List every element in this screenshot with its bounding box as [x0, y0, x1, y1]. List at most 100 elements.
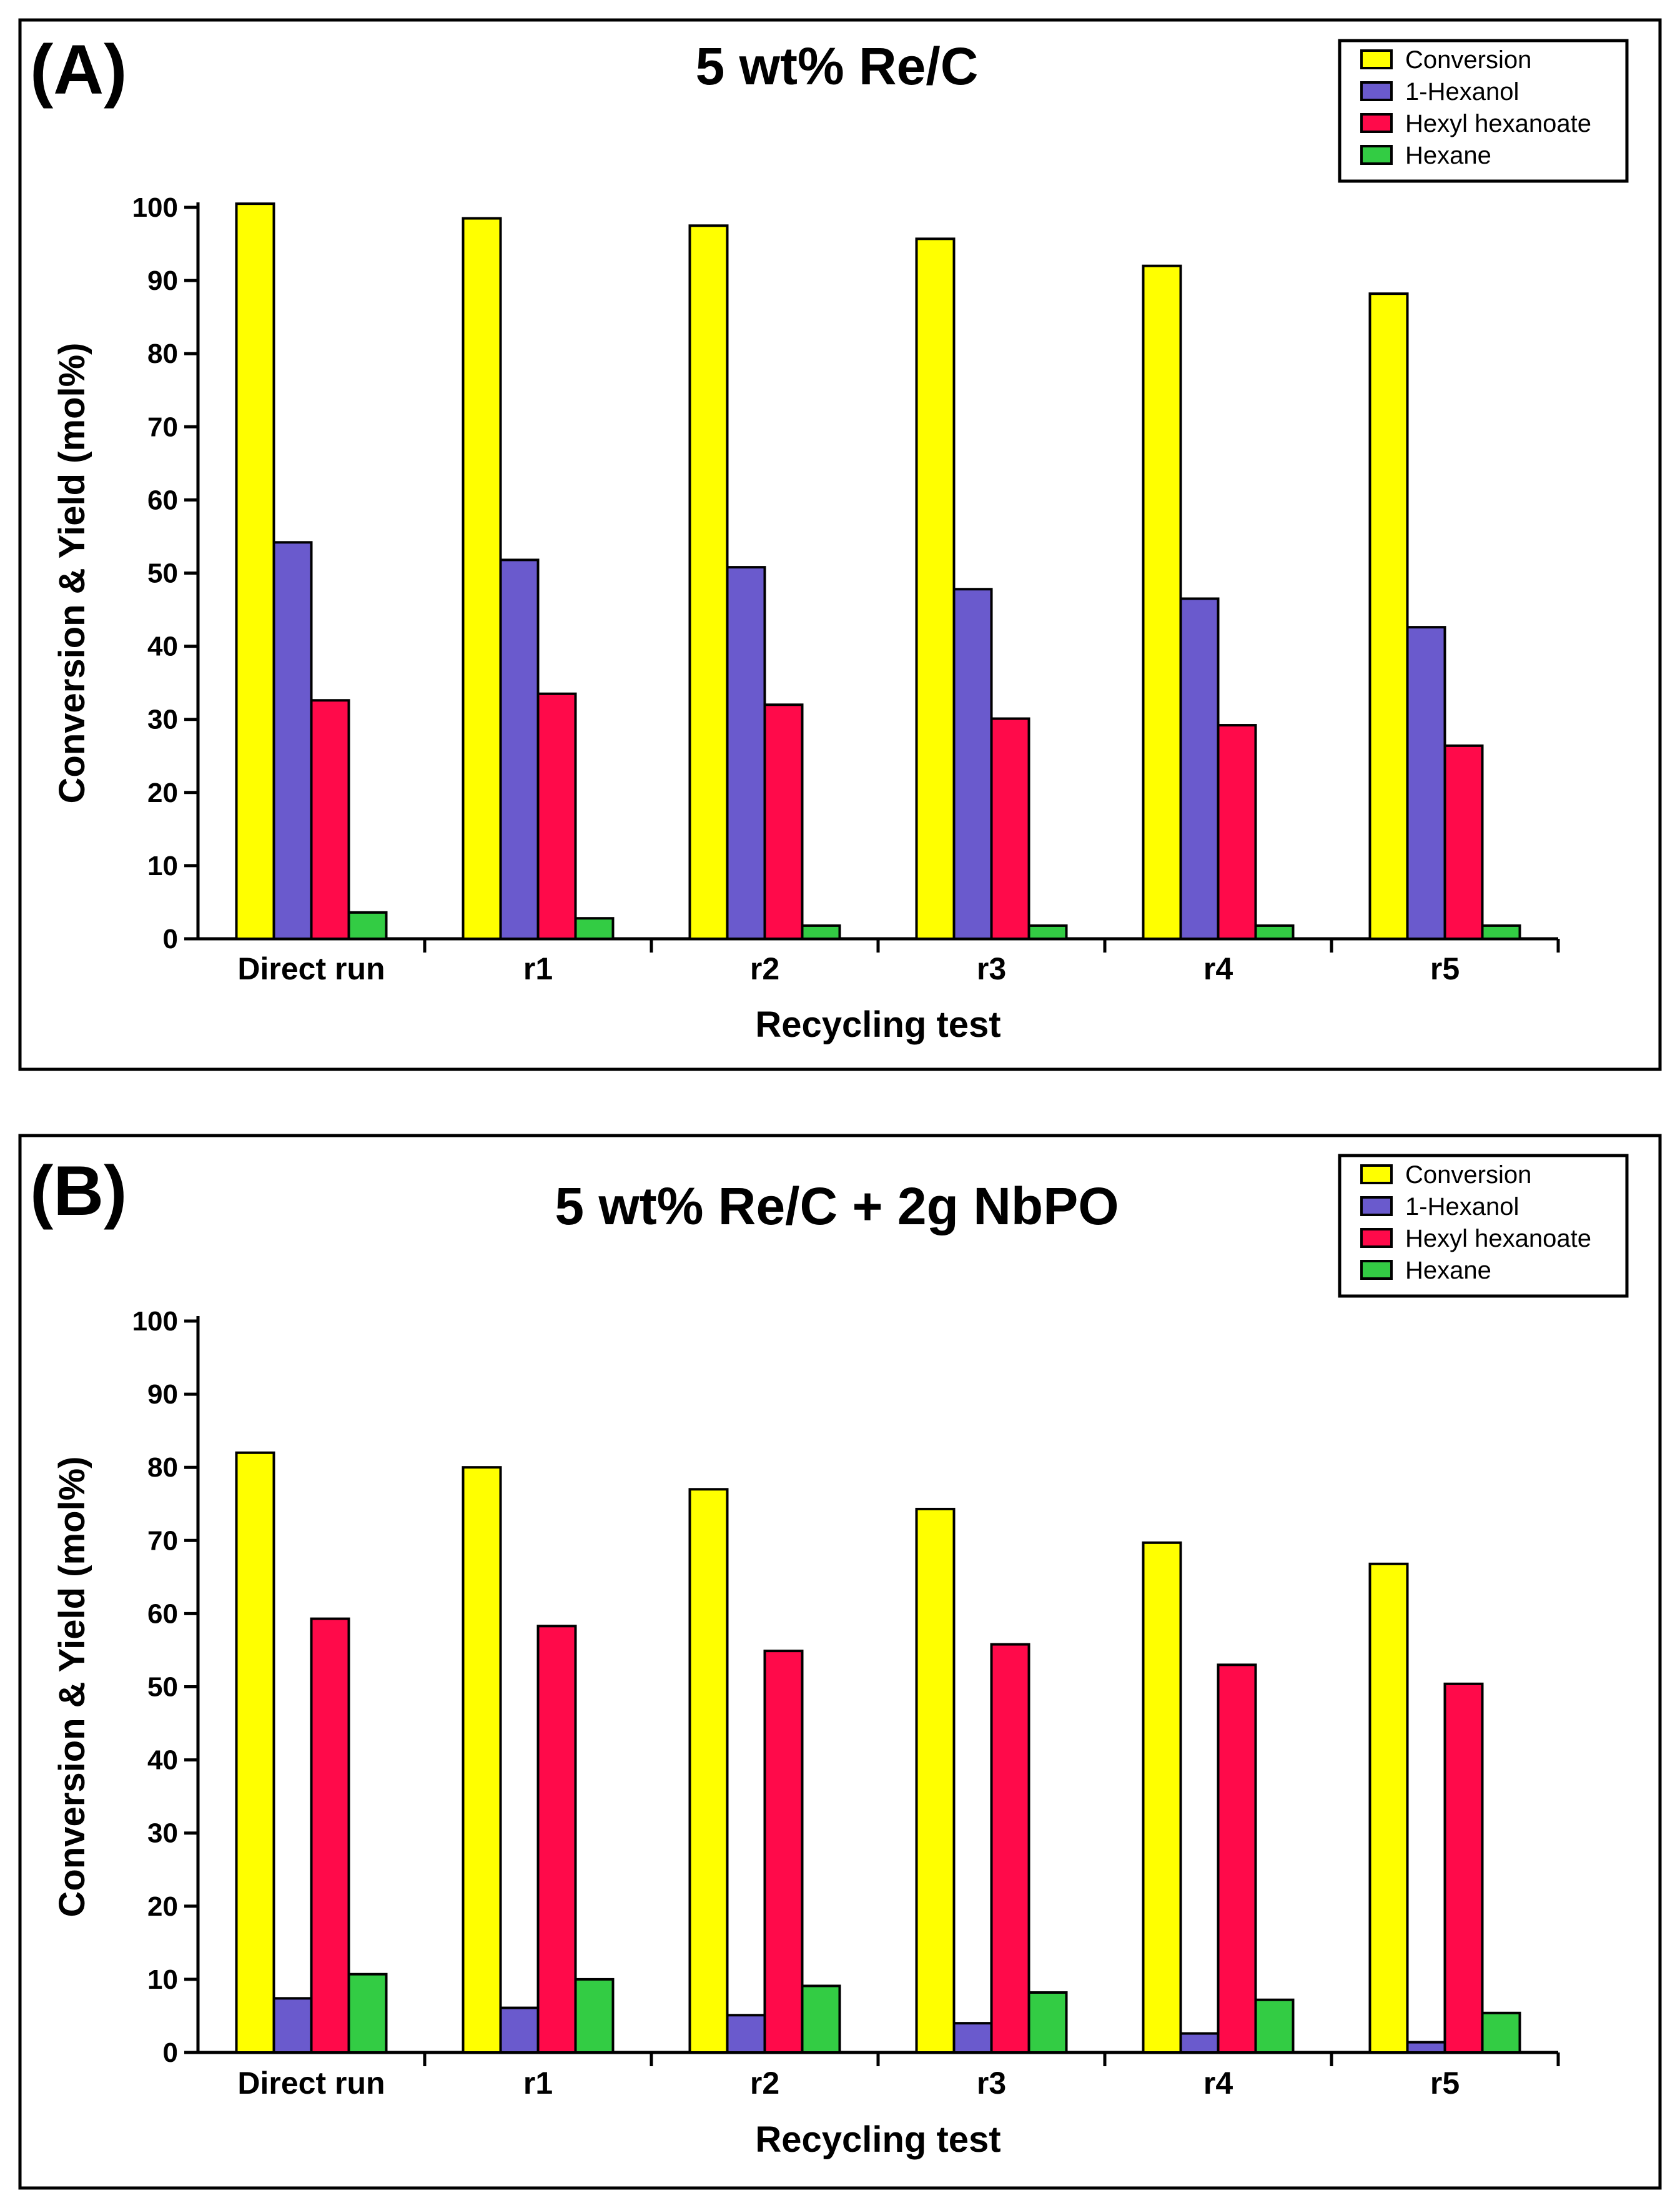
- bar-conversion: [1142, 1541, 1182, 2054]
- bar-1-hexanol: [952, 2022, 993, 2054]
- chart-title: 5 wt% Re/C + 2g NbPO: [555, 1177, 1119, 1235]
- bar-conversion: [462, 1466, 502, 2054]
- bar-1-hexanol: [952, 588, 993, 940]
- y-tick-label: 80: [147, 1452, 178, 1483]
- legend-swatch: [1360, 81, 1393, 101]
- bar-1-hexanol: [726, 2014, 766, 2054]
- legend-swatch: [1360, 145, 1393, 165]
- x-tick-label: r4: [1203, 2066, 1233, 2101]
- y-tick-label: 100: [132, 1306, 178, 1337]
- legend-entry: Hexane: [1405, 1257, 1491, 1284]
- bar-hexyl-hexanoate: [1443, 1682, 1484, 2054]
- bar-1-hexanol: [499, 558, 540, 940]
- bar-hexyl-hexanoate: [763, 703, 804, 941]
- x-axis-label: Recycling test: [755, 2119, 1001, 2160]
- x-tick-label: r4: [1203, 951, 1233, 986]
- bar-conversion: [1368, 1562, 1409, 2054]
- bar-conversion: [915, 1507, 956, 2054]
- bar-1-hexanol: [1406, 626, 1446, 940]
- bar-hexane: [1254, 924, 1295, 940]
- y-tick-label: 40: [147, 1745, 178, 1776]
- x-tick-label: Direct run: [237, 2066, 385, 2101]
- y-tick-label: 10: [147, 1964, 178, 1995]
- bar-conversion: [688, 224, 729, 940]
- bar-conversion: [688, 1488, 729, 2054]
- x-tick-label: r5: [1430, 2066, 1460, 2101]
- bar-conversion: [235, 202, 275, 940]
- y-tick-label: 90: [147, 1379, 178, 1410]
- y-tick-label: 60: [147, 1598, 178, 1629]
- y-tick-label: 60: [147, 485, 178, 515]
- legend-entry: Hexyl hexanoate: [1405, 110, 1591, 137]
- y-tick-label: 100: [132, 192, 178, 223]
- bar-conversion: [1142, 264, 1182, 940]
- bar-1-hexanol: [1179, 597, 1220, 940]
- bar-conversion: [235, 1451, 275, 2054]
- y-tick-label: 80: [147, 339, 178, 369]
- y-axis-label: Conversion & Yield (mol%): [52, 343, 92, 804]
- y-tick-label: 50: [147, 1672, 178, 1703]
- chart-title: 5 wt% Re/C: [696, 37, 979, 96]
- bar-hexane: [347, 911, 388, 940]
- bar-conversion: [915, 237, 956, 940]
- legend-swatch: [1360, 1260, 1393, 1280]
- legend: Conversion 1-Hexanol Hexyl hexanoate Hexane: [1338, 39, 1629, 183]
- bar-hexyl-hexanoate: [763, 1650, 804, 2054]
- y-tick-label: 40: [147, 631, 178, 662]
- bar-hexane: [574, 1978, 615, 2054]
- bar-1-hexanol: [1406, 2041, 1446, 2054]
- y-axis-label: Conversion & Yield (mol%): [52, 1457, 92, 1918]
- bar-hexyl-hexanoate: [1217, 724, 1257, 940]
- bar-hexyl-hexanoate: [990, 717, 1030, 941]
- x-tick-label: r3: [977, 951, 1006, 986]
- x-tick-label: r2: [750, 951, 779, 986]
- y-tick-label: 0: [163, 2037, 178, 2068]
- legend-swatch: [1360, 113, 1393, 133]
- x-tick-label: r2: [750, 2066, 779, 2101]
- bar-hexyl-hexanoate: [536, 692, 577, 940]
- x-tick-label: r1: [523, 951, 553, 986]
- bar-hexane: [1254, 1998, 1295, 2054]
- y-tick-label: 50: [147, 558, 178, 589]
- bar-1-hexanol: [499, 2006, 540, 2054]
- y-tick-label: 70: [147, 1525, 178, 1556]
- panel-letter: (A): [30, 31, 127, 109]
- legend-swatch: [1360, 49, 1393, 69]
- legend-entry: Hexyl hexanoate: [1405, 1225, 1591, 1252]
- bar-conversion: [462, 217, 502, 941]
- y-tick-label: 20: [147, 778, 178, 808]
- y-tick-label: 10: [147, 851, 178, 881]
- bar-hexane: [347, 1973, 388, 2054]
- x-tick-label: r1: [523, 2066, 553, 2101]
- legend-entry: 1-Hexanol: [1405, 78, 1519, 106]
- bar-hexane: [1027, 1991, 1068, 2054]
- bar-hexane: [1027, 924, 1068, 940]
- y-tick-label: 90: [147, 265, 178, 296]
- y-tick-label: 30: [147, 705, 178, 735]
- bar-hexane: [801, 924, 841, 940]
- bar-hexyl-hexanoate: [310, 1617, 350, 2054]
- panel-letter: (B): [30, 1152, 127, 1230]
- bar-hexyl-hexanoate: [310, 699, 350, 941]
- bar-hexane: [574, 917, 615, 941]
- bar-1-hexanol: [272, 541, 313, 940]
- bar-1-hexanol: [726, 566, 766, 940]
- bar-hexane: [1481, 924, 1521, 940]
- y-tick-label: 30: [147, 1818, 178, 1849]
- bar-hexyl-hexanoate: [1443, 744, 1484, 940]
- bar-conversion: [1368, 292, 1409, 941]
- y-tick-label: 0: [163, 924, 178, 954]
- chart-panel-1: (B) 5 wt% Re/C + 2g NbPO 0 10 20 30 40 50 60 70 80…: [18, 1134, 1662, 2190]
- x-axis-label: Recycling test: [755, 1004, 1001, 1045]
- legend-entry: Conversion: [1405, 1161, 1531, 1189]
- legend-entry: Conversion: [1405, 46, 1531, 74]
- bar-hexyl-hexanoate: [536, 1625, 577, 2054]
- y-tick-label: 20: [147, 1891, 178, 1922]
- bar-hexane: [801, 1984, 841, 2054]
- chart-panel-0: (A) 5 wt% Re/C 0 10 20 30 40 50 60 70 80 90 100 Direc…: [18, 18, 1662, 1071]
- bar-1-hexanol: [272, 1997, 313, 2054]
- legend-swatch: [1360, 1228, 1393, 1248]
- legend-swatch: [1360, 1164, 1393, 1184]
- bar-1-hexanol: [1179, 2032, 1220, 2054]
